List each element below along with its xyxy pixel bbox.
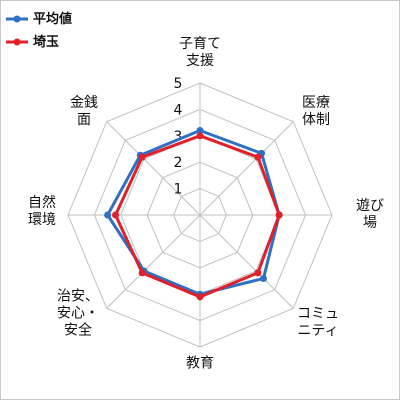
category-label-0: 子育て 支援 <box>179 36 221 69</box>
series-1-point-6 <box>112 211 120 219</box>
category-label-2: 遊び場 <box>356 198 384 231</box>
series-0-point-0 <box>196 127 204 135</box>
series-1-point-1 <box>254 153 262 161</box>
legend-label-1: 埼玉 <box>33 35 60 50</box>
tick-label-2: 2 <box>174 155 183 171</box>
legend-label-0: 平均値 <box>33 12 73 27</box>
grid-spoke-1 <box>199 121 294 216</box>
series-1-point-4 <box>196 293 204 301</box>
grid-spoke-3 <box>199 214 294 309</box>
category-label-6: 自然 環境 <box>28 195 56 228</box>
grid-spoke-5 <box>106 214 201 309</box>
tick-label-1: 1 <box>174 182 183 198</box>
category-label-7: 金銭 面 <box>70 95 98 128</box>
tick-label-5: 5 <box>174 76 183 92</box>
legend-marker-0 <box>13 15 21 23</box>
series-1-point-5 <box>138 269 146 277</box>
legend-marker-1 <box>13 38 21 46</box>
category-label-3: コミュ ニティ <box>297 306 339 339</box>
series-1-point-2 <box>275 211 283 219</box>
series-1-point-0 <box>196 132 204 140</box>
category-label-5: 治安、 安心・ 安全 <box>57 288 99 339</box>
tick-label-3: 3 <box>174 129 183 145</box>
series-0-point-3 <box>259 274 267 282</box>
series-1-point-7 <box>138 153 146 161</box>
category-label-4: 教育 <box>186 355 214 372</box>
series-1-point-3 <box>254 269 262 277</box>
grid-spoke-7 <box>106 121 201 216</box>
category-label-1: 医療 体制 <box>302 95 330 128</box>
series-0-point-6 <box>104 211 112 219</box>
tick-label-4: 4 <box>174 102 183 118</box>
